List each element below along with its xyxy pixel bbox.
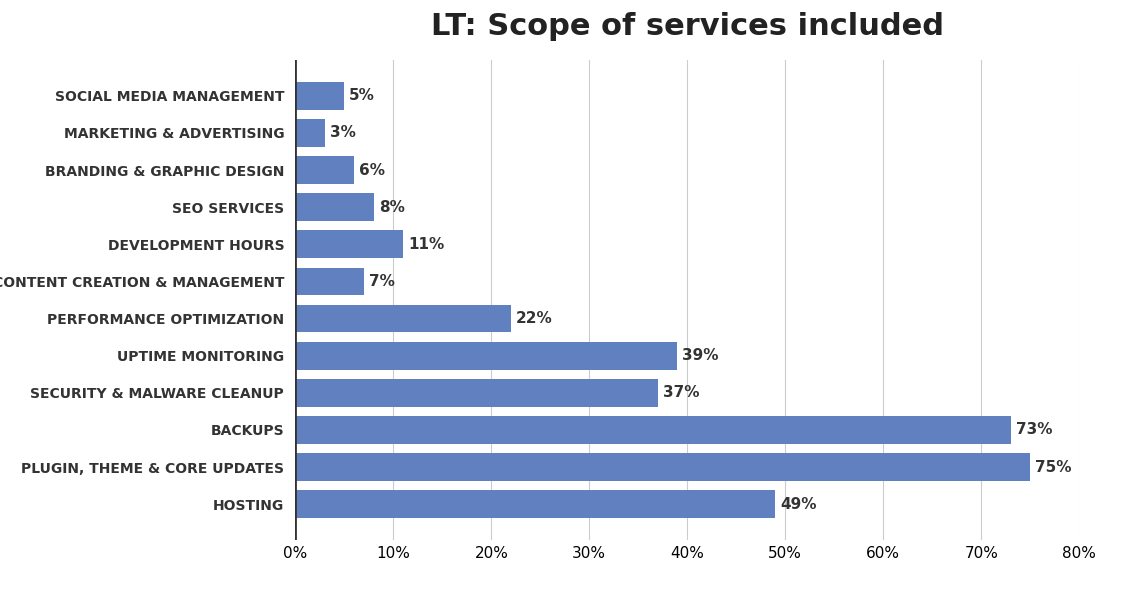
Text: 75%: 75%	[1035, 460, 1071, 475]
Bar	[295, 156, 354, 184]
Text: 11%: 11%	[408, 237, 444, 252]
Text: 5%: 5%	[349, 88, 375, 103]
Text: 37%: 37%	[662, 385, 700, 400]
Bar	[295, 193, 374, 221]
Text: 8%: 8%	[378, 200, 404, 215]
Bar	[295, 119, 325, 147]
Text: 73%: 73%	[1016, 422, 1052, 437]
Bar	[295, 379, 658, 407]
Text: 39%: 39%	[683, 348, 719, 363]
Text: 6%: 6%	[359, 163, 385, 178]
Bar	[295, 416, 1011, 444]
Title: LT: Scope of services included: LT: Scope of services included	[431, 12, 944, 41]
Text: 3%: 3%	[329, 125, 356, 140]
Bar	[295, 305, 511, 332]
Bar	[295, 342, 677, 370]
Bar	[295, 268, 364, 295]
Text: 22%: 22%	[516, 311, 552, 326]
Bar	[295, 82, 344, 110]
Bar	[295, 453, 1030, 481]
Text: 49%: 49%	[780, 497, 817, 512]
Text: 7%: 7%	[369, 274, 394, 289]
Bar	[295, 230, 403, 258]
Bar	[295, 490, 776, 518]
